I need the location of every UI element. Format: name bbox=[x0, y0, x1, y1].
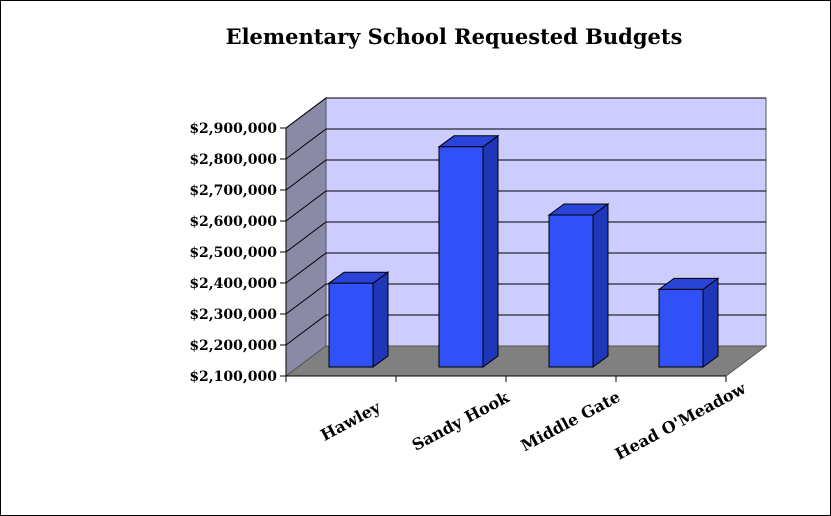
bar-side bbox=[592, 203, 609, 368]
gridline bbox=[285, 128, 766, 160]
y-tick-label: $2,900,000 bbox=[189, 121, 277, 137]
bar-side bbox=[372, 271, 389, 368]
bar-side bbox=[482, 134, 499, 368]
y-tick-label: $2,400,000 bbox=[189, 276, 277, 292]
gridline bbox=[285, 283, 766, 315]
y-tick-label: $2,700,000 bbox=[189, 183, 277, 199]
y-tick-label: $2,200,000 bbox=[189, 338, 277, 354]
bar-front bbox=[328, 282, 374, 368]
bar-side bbox=[702, 277, 719, 368]
gridline bbox=[285, 221, 766, 253]
bar-front bbox=[438, 146, 484, 368]
bars bbox=[327, 134, 720, 368]
y-tick-label: $2,800,000 bbox=[189, 152, 277, 168]
bar bbox=[657, 277, 720, 368]
y-axis-tick-labels: $2,100,000 $2,200,000 $2,300,000 $2,400,000… bbox=[189, 121, 277, 385]
bar bbox=[437, 134, 500, 368]
x-category-label: Sandy Hook bbox=[409, 387, 513, 455]
y-tick-label: $2,500,000 bbox=[189, 245, 277, 261]
y-tick-label: $2,300,000 bbox=[189, 307, 277, 323]
bar-front bbox=[548, 214, 594, 368]
axes bbox=[280, 127, 727, 382]
x-category-label: Head O'Meadow bbox=[612, 378, 750, 463]
y-tick-label: $2,600,000 bbox=[189, 214, 277, 230]
gridline bbox=[285, 252, 766, 284]
gridline bbox=[285, 97, 766, 129]
bar bbox=[327, 271, 390, 368]
bar-front bbox=[658, 288, 704, 368]
gridlines bbox=[285, 97, 766, 346]
bar bbox=[547, 203, 610, 368]
gridline bbox=[285, 314, 766, 346]
x-category-label: Middle Gate bbox=[518, 387, 624, 455]
x-category-label: Hawley bbox=[317, 397, 384, 445]
gridline bbox=[285, 190, 766, 222]
gridline bbox=[285, 159, 766, 191]
y-tick-label: $2,100,000 bbox=[189, 369, 277, 385]
chart-title: Elementary School Requested Budgets bbox=[226, 24, 683, 49]
